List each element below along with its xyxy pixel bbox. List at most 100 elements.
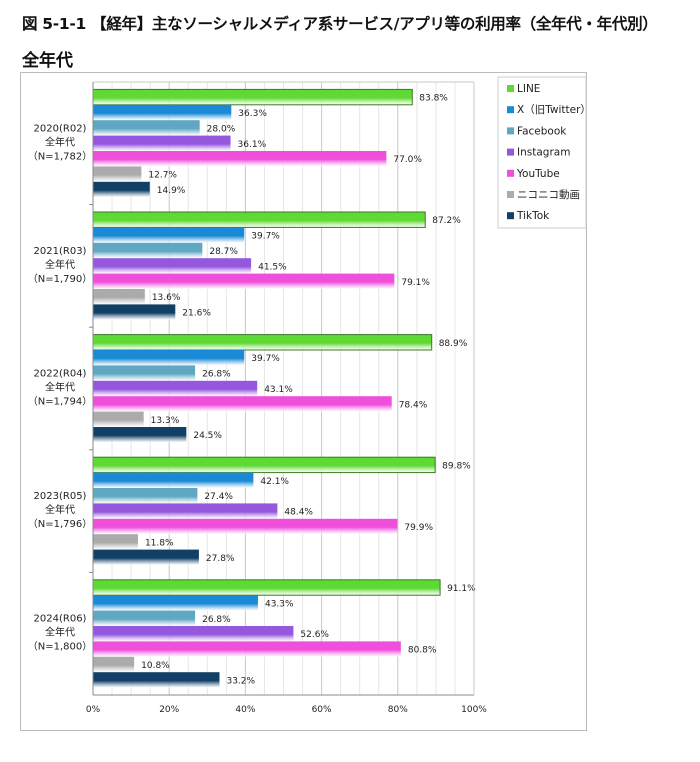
data-label: 41.5% (258, 262, 287, 272)
category-label: 2023(R05) (34, 491, 87, 502)
data-label: 48.4% (284, 508, 313, 518)
data-label: 26.8% (202, 370, 231, 380)
bar-LINE (92, 211, 426, 228)
legend-label: X（旧Twitter） (517, 104, 591, 116)
bar-ニコニコ動画 (93, 411, 144, 427)
bar-Facebook (93, 242, 203, 259)
legend-label: Facebook (517, 125, 567, 137)
data-label: 12.7% (148, 171, 177, 181)
x-tick-label: 80% (388, 705, 408, 715)
data-label: 43.1% (264, 385, 293, 395)
legend-swatch-X（旧Twitter） (507, 106, 514, 114)
x-tick-label: 60% (312, 705, 332, 715)
bar-TikTok (93, 672, 220, 688)
bar-LINE (92, 579, 441, 596)
bar-YouTube (93, 151, 387, 167)
data-label: 13.3% (151, 416, 180, 426)
category-label: 2022(R04) (34, 369, 87, 380)
bar-YouTube (93, 396, 392, 412)
data-label: 13.6% (152, 293, 181, 303)
category-label: 全年代 (45, 381, 75, 394)
data-label: 78.4% (399, 400, 428, 410)
data-label: 43.3% (265, 599, 294, 609)
bar-Instagram (93, 380, 258, 397)
data-label: 27.4% (204, 492, 233, 502)
data-label: 24.5% (193, 431, 222, 441)
data-label: 77.0% (393, 155, 422, 165)
data-label: 26.8% (202, 615, 231, 625)
bar-Instagram (93, 258, 252, 274)
data-label: 80.8% (408, 646, 437, 656)
data-label: 36.1% (238, 140, 267, 150)
data-label: 28.0% (207, 124, 236, 134)
bar-X（旧Twitter） (93, 595, 258, 611)
category-label: 2020(R02) (34, 123, 87, 134)
legend-label: TikTok (516, 210, 550, 222)
category-label: （N=1,796） (28, 518, 93, 530)
bar-TikTok (93, 549, 199, 565)
category-label: 2024(R06) (34, 614, 87, 625)
data-label: 28.7% (209, 247, 238, 257)
bar-ニコニコ動画 (93, 289, 145, 305)
data-label: 27.8% (206, 554, 235, 564)
legend-label: Instagram (517, 147, 570, 159)
legend-label: LINE (517, 83, 540, 95)
data-label: 14.9% (157, 186, 186, 196)
data-label: 42.1% (260, 477, 289, 487)
data-label: 88.9% (439, 339, 468, 349)
category-label: 全年代 (45, 258, 75, 271)
data-label: 11.8% (145, 538, 174, 548)
bar-Instagram (93, 135, 231, 151)
legend-label: ニコニコ動画 (517, 188, 580, 201)
x-tick-label: 0% (86, 705, 101, 715)
data-label: 79.9% (404, 523, 433, 533)
data-label: 87.2% (432, 216, 461, 226)
bar-Facebook (93, 488, 198, 504)
bar-Instagram (93, 626, 294, 642)
legend-swatch-TikTok (507, 212, 514, 220)
legend-swatch-LINE (507, 85, 514, 92)
chart-title: 図 5-1-1 【経年】主なソーシャルメディア系サービス/アプリ等の利用率（全年… (22, 15, 658, 33)
data-label: 91.1% (447, 584, 476, 594)
x-tick-label: 20% (159, 705, 179, 715)
bar-Facebook (93, 365, 196, 381)
bar-YouTube (93, 273, 395, 289)
data-label: 39.7% (251, 232, 280, 242)
category-label: 全年代 (45, 135, 75, 148)
category-label: （N=1,790） (28, 273, 93, 285)
bar-TikTok (93, 427, 187, 443)
bar-YouTube (93, 518, 398, 535)
x-tick-label: 40% (235, 705, 255, 715)
data-label: 52.6% (300, 630, 329, 640)
bar-LINE (92, 334, 433, 351)
legend-swatch-Instagram (507, 148, 514, 156)
legend-swatch-ニコニコ動画 (507, 191, 514, 198)
legend-swatch-Facebook (507, 127, 514, 135)
bar-TikTok (93, 181, 150, 198)
category-label: 全年代 (45, 503, 75, 516)
bar-X（旧Twitter） (93, 472, 254, 488)
bar-Facebook (93, 610, 196, 626)
category-label: （N=1,794） (28, 396, 93, 408)
data-label: 83.8% (419, 94, 448, 104)
category-label: （N=1,782） (28, 150, 93, 162)
bar-ニコニコ動画 (93, 166, 142, 182)
category-label: 全年代 (45, 626, 75, 639)
bar-X（旧Twitter） (93, 350, 245, 366)
data-label: 36.3% (238, 109, 267, 119)
data-label: 39.7% (251, 354, 280, 364)
category-label: （N=1,800） (28, 641, 93, 653)
chart-subtitle: 全年代 (22, 51, 73, 71)
bar-TikTok (93, 304, 176, 320)
bar-Facebook (93, 120, 200, 136)
legend-label: YouTube (516, 168, 560, 180)
data-label: 79.1% (401, 278, 430, 288)
data-label: 21.6% (182, 309, 211, 319)
chart-frame (20, 72, 587, 731)
bar-ニコニコ動画 (93, 534, 138, 550)
category-label: 2021(R03) (34, 246, 87, 257)
data-label: 10.8% (141, 661, 170, 671)
bar-X（旧Twitter） (93, 104, 232, 121)
legend-swatch-YouTube (507, 169, 514, 177)
